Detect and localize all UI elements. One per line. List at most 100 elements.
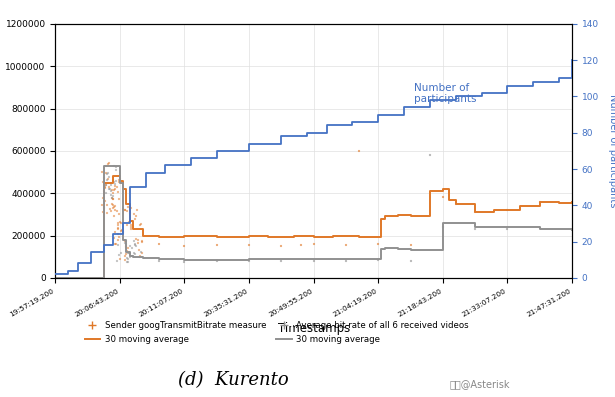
Point	[107, 195, 117, 202]
Point	[106, 206, 116, 212]
Point	[98, 209, 108, 215]
Point	[100, 185, 110, 191]
Point	[438, 224, 448, 230]
Point	[154, 241, 164, 247]
Point	[105, 184, 114, 190]
Point	[121, 238, 130, 244]
Point	[470, 226, 480, 232]
Point	[105, 186, 115, 192]
Point	[108, 174, 117, 180]
Point	[116, 220, 125, 226]
Point	[113, 242, 123, 249]
Point	[128, 253, 138, 260]
Point	[114, 196, 124, 202]
Point	[154, 258, 164, 264]
Point	[106, 191, 116, 198]
Point	[109, 212, 119, 219]
Point	[114, 211, 124, 218]
Point	[114, 251, 124, 258]
Point	[113, 237, 122, 244]
Point	[107, 200, 117, 207]
Point	[127, 218, 137, 225]
Point	[115, 219, 125, 225]
Point	[125, 254, 135, 260]
Point	[120, 239, 130, 246]
Point	[97, 168, 107, 175]
Point	[180, 259, 189, 265]
Point	[111, 241, 121, 247]
Point	[117, 227, 127, 233]
Point	[129, 238, 138, 245]
Point	[123, 258, 133, 265]
Text: Number of
participants: Number of participants	[414, 83, 476, 104]
Point	[112, 258, 122, 264]
Point	[98, 195, 108, 201]
Point	[114, 220, 124, 226]
Point	[137, 238, 146, 245]
Point	[101, 182, 111, 189]
Point	[125, 210, 135, 216]
Point	[112, 183, 122, 190]
Point	[502, 207, 512, 213]
Point	[120, 257, 130, 263]
Point	[135, 254, 145, 260]
Point	[103, 176, 113, 183]
Point	[125, 242, 135, 249]
Point	[113, 224, 123, 231]
Point	[121, 237, 131, 244]
Point	[132, 213, 141, 220]
Point	[309, 258, 319, 264]
Point	[109, 162, 119, 169]
Point	[110, 183, 120, 189]
Point	[130, 241, 140, 247]
Point	[122, 248, 132, 254]
Point	[109, 204, 119, 210]
Point	[133, 239, 143, 246]
Point	[124, 256, 133, 262]
Point	[108, 196, 118, 202]
Point	[123, 204, 133, 210]
Point	[100, 197, 109, 204]
Point	[113, 231, 123, 237]
Point	[108, 196, 118, 202]
Point	[129, 251, 139, 257]
Point	[104, 160, 114, 166]
Point	[341, 242, 351, 248]
Point	[438, 194, 448, 200]
Point	[137, 239, 147, 245]
Point	[99, 205, 109, 211]
Point	[106, 208, 116, 214]
Point	[244, 258, 254, 264]
Point	[122, 259, 132, 265]
Point	[103, 170, 113, 176]
Point	[534, 198, 544, 205]
Point	[129, 211, 138, 218]
Point	[130, 242, 140, 248]
Point	[127, 224, 137, 230]
Point	[296, 242, 306, 248]
Point	[115, 255, 125, 262]
Point	[104, 174, 114, 180]
Point	[101, 189, 111, 196]
Point	[470, 209, 480, 216]
Point	[425, 152, 435, 158]
Point	[111, 177, 121, 184]
Point	[405, 242, 415, 248]
Point	[109, 186, 119, 192]
Point	[135, 222, 145, 228]
Point	[101, 163, 111, 170]
Point	[212, 258, 221, 264]
Point	[276, 258, 286, 264]
Point	[110, 229, 120, 235]
Point	[113, 222, 123, 228]
Point	[121, 251, 130, 258]
Point	[309, 241, 319, 247]
Legend: Sender googTransmitBitrate measure, 30 moving average, Average bit rate of all 6: Sender googTransmitBitrate measure, 30 m…	[81, 318, 472, 347]
Point	[111, 164, 121, 170]
Point	[109, 181, 119, 187]
Point	[98, 179, 108, 185]
Point	[121, 207, 130, 214]
Point	[108, 201, 117, 208]
Point	[114, 226, 124, 232]
Text: 头条@Asterisk: 头条@Asterisk	[450, 379, 510, 389]
